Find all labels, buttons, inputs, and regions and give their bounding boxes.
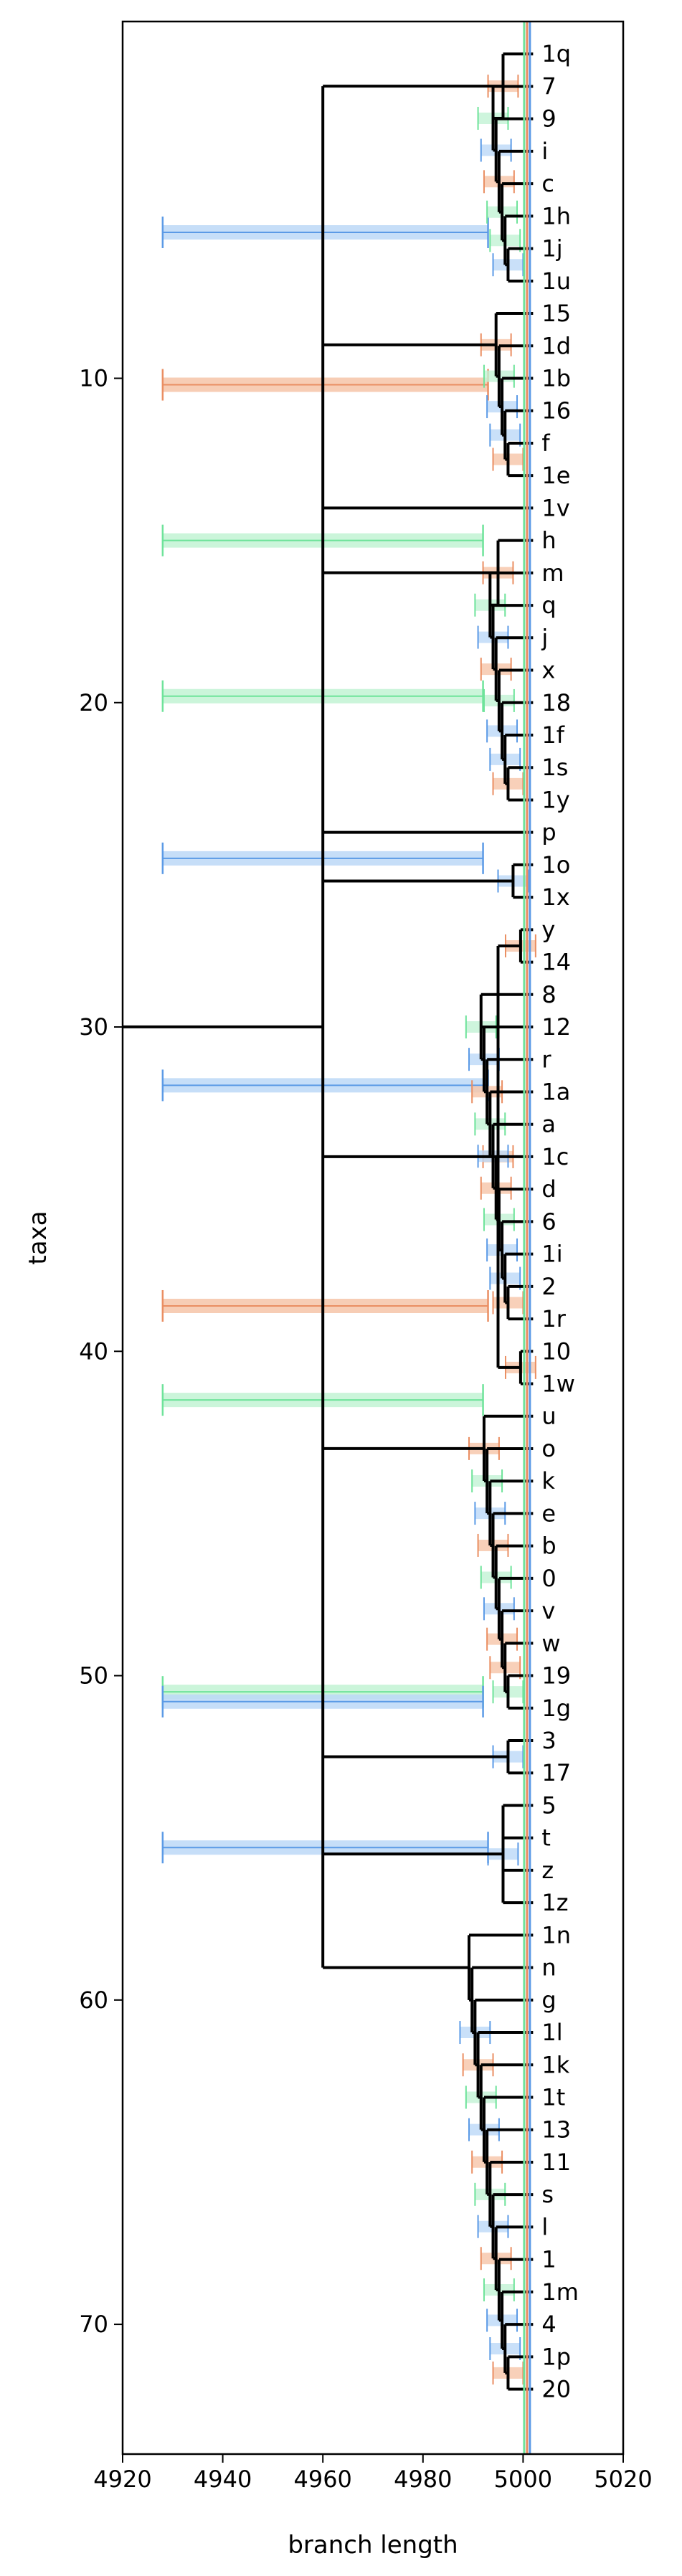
taxon-label: 15 bbox=[541, 300, 571, 327]
taxon-label: 1x bbox=[541, 884, 569, 911]
taxon-label: u bbox=[541, 1403, 556, 1430]
x-tick-label: 4940 bbox=[194, 2466, 252, 2493]
taxon-label: 1q bbox=[541, 40, 571, 67]
taxon-label: 1p bbox=[541, 2343, 571, 2370]
taxon-label: p bbox=[541, 819, 556, 846]
x-tick-label: 4960 bbox=[293, 2466, 351, 2493]
taxon-label: m bbox=[541, 559, 564, 587]
taxon-labels-layer: 1q79ic1h1j1u151d1b16f1e1vhmqjx181f1s1yp1… bbox=[541, 40, 579, 2402]
y-tick-label: 30 bbox=[79, 1013, 108, 1041]
taxon-label: e bbox=[541, 1500, 556, 1527]
y-axis-title: taxa bbox=[24, 1211, 52, 1264]
taxon-label: 11 bbox=[541, 2149, 571, 2176]
y-tick-label: 40 bbox=[79, 1337, 108, 1365]
taxon-label: 1 bbox=[541, 2246, 556, 2273]
taxon-label: 1z bbox=[541, 1889, 568, 1916]
taxon-label: 13 bbox=[541, 2116, 571, 2144]
taxon-label: 8 bbox=[541, 981, 556, 1008]
x-tick-label: 5000 bbox=[494, 2466, 552, 2493]
taxon-label: 1e bbox=[541, 462, 570, 489]
taxon-label: 7 bbox=[541, 72, 556, 100]
taxon-label: 20 bbox=[541, 2376, 571, 2403]
taxon-label: s bbox=[541, 2181, 554, 2208]
taxon-label: t bbox=[541, 1824, 551, 1852]
taxon-label: 1v bbox=[541, 494, 569, 521]
taxon-label: o bbox=[541, 1435, 556, 1462]
taxon-label: 16 bbox=[541, 397, 571, 425]
taxon-label: i bbox=[541, 138, 548, 165]
y-tick-label: 50 bbox=[79, 1662, 108, 1690]
taxon-label: 1b bbox=[541, 364, 571, 392]
taxon-label: 1u bbox=[541, 267, 571, 295]
taxon-label: 0 bbox=[541, 1565, 556, 1592]
taxon-label: 1d bbox=[541, 332, 571, 359]
taxon-label: 9 bbox=[541, 105, 556, 133]
taxon-label: y bbox=[541, 916, 555, 943]
taxon-label: h bbox=[541, 527, 556, 554]
plot-frame bbox=[121, 20, 625, 2456]
taxon-label: 1f bbox=[541, 721, 564, 749]
taxon-label: 1g bbox=[541, 1695, 571, 1722]
taxon-label: k bbox=[541, 1467, 555, 1495]
taxon-label: 1m bbox=[541, 2278, 579, 2306]
taxon-label: 12 bbox=[541, 1013, 571, 1041]
taxon-label: 6 bbox=[541, 1208, 556, 1235]
taxon-label: c bbox=[541, 170, 554, 197]
taxon-label: 2 bbox=[541, 1273, 556, 1300]
y-tick-label: 70 bbox=[79, 2311, 108, 2338]
taxon-label: 1j bbox=[541, 235, 562, 262]
taxon-label: l bbox=[541, 2213, 548, 2240]
taxon-label: j bbox=[541, 624, 548, 651]
taxon-label: d bbox=[541, 1175, 556, 1203]
taxon-label: 1n bbox=[541, 1921, 571, 1948]
taxon-label: 14 bbox=[541, 949, 571, 976]
taxon-label: 1i bbox=[541, 1241, 562, 1268]
taxon-label: g bbox=[541, 1987, 556, 2014]
taxon-label: a bbox=[541, 1111, 556, 1138]
taxon-label: 18 bbox=[541, 689, 571, 716]
taxon-label: 1o bbox=[541, 851, 570, 879]
y-tick-label: 60 bbox=[79, 1987, 108, 2014]
x-axis-title: branch length bbox=[288, 2531, 458, 2560]
taxon-label: 1w bbox=[541, 1370, 575, 1398]
taxon-label: 4 bbox=[541, 2311, 556, 2338]
reference-lines-layer bbox=[523, 22, 531, 2454]
taxon-label: 10 bbox=[541, 1337, 571, 1365]
taxon-label: z bbox=[541, 1857, 554, 1884]
taxon-label: 1l bbox=[541, 2019, 562, 2046]
taxon-label: 5 bbox=[541, 1791, 556, 1819]
taxon-label: 17 bbox=[541, 1759, 571, 1786]
x-tick-label: 4920 bbox=[93, 2466, 151, 2493]
error-bars-layer bbox=[161, 216, 489, 1864]
y-tick-label: 10 bbox=[79, 364, 108, 392]
taxon-label: v bbox=[541, 1597, 555, 1624]
taxon-label: 1t bbox=[541, 2084, 565, 2111]
taxon-label: 1s bbox=[541, 754, 568, 781]
taxon-label: 19 bbox=[541, 1662, 571, 1690]
taxon-label: 1k bbox=[541, 2051, 569, 2078]
taxon-label: 1c bbox=[541, 1143, 569, 1170]
taxon-label: w bbox=[541, 1629, 560, 1657]
taxon-label: 3 bbox=[541, 1727, 556, 1754]
x-tick-label: 4980 bbox=[394, 2466, 452, 2493]
x-tick-label: 5020 bbox=[594, 2466, 652, 2493]
taxon-label: 1r bbox=[541, 1305, 566, 1332]
taxon-label: x bbox=[541, 657, 555, 684]
tree-branches-layer bbox=[123, 52, 534, 2391]
taxon-label: n bbox=[541, 1954, 556, 1981]
taxon-label: 1h bbox=[541, 202, 571, 229]
taxon-label: q bbox=[541, 592, 556, 619]
y-tick-label: 20 bbox=[79, 689, 108, 716]
taxon-label: 1y bbox=[541, 786, 569, 813]
taxon-label: r bbox=[541, 1046, 551, 1073]
taxon-label: 1a bbox=[541, 1078, 570, 1105]
taxon-label: f bbox=[541, 430, 550, 457]
taxon-label: b bbox=[541, 1533, 556, 1560]
